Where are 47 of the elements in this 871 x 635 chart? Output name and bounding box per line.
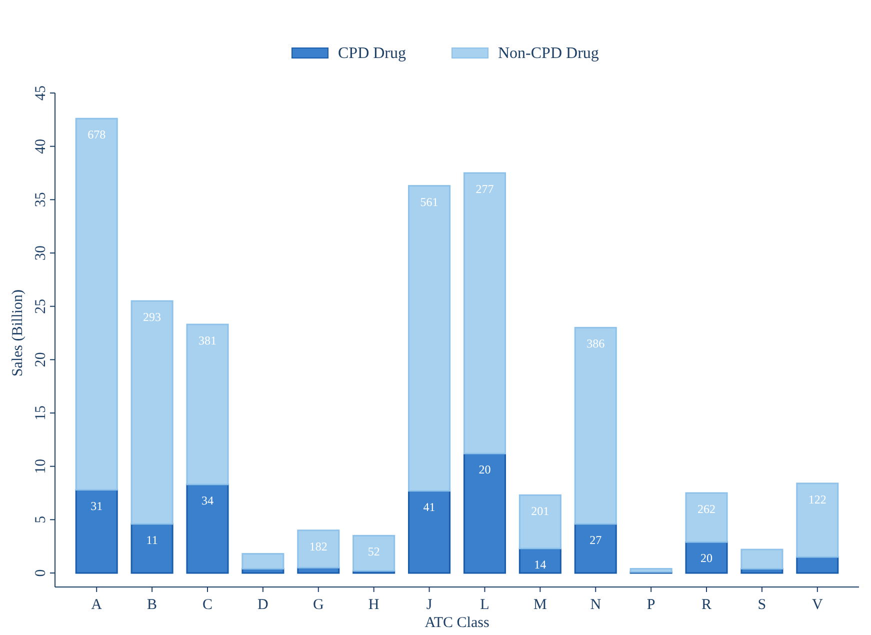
x-tick-label: A bbox=[91, 597, 102, 613]
annotation: 293 bbox=[143, 310, 162, 324]
x-tick-label: H bbox=[368, 597, 380, 613]
x-tick-label: G bbox=[312, 597, 324, 613]
annotation: 678 bbox=[88, 128, 106, 142]
annotation: 561 bbox=[420, 194, 438, 209]
x-tick-label: D bbox=[258, 597, 269, 613]
x-tick-label: L bbox=[480, 597, 490, 613]
x-axis-title: ATC Class bbox=[424, 615, 490, 631]
x-tick-label: S bbox=[758, 597, 766, 613]
x-tick-label: R bbox=[701, 597, 712, 613]
annotation: 277 bbox=[476, 182, 494, 196]
y-tick-label: 20 bbox=[33, 352, 49, 368]
y-tick-label: 40 bbox=[33, 138, 49, 154]
y-tick-label: 0 bbox=[33, 569, 49, 577]
annotation: 14 bbox=[534, 557, 546, 572]
y-tick-label: 45 bbox=[33, 86, 49, 100]
annotation: 11 bbox=[146, 532, 158, 547]
y-tick-label: 10 bbox=[33, 458, 49, 474]
y-tick-label: 15 bbox=[33, 406, 49, 420]
annotation: 20 bbox=[478, 462, 491, 477]
annotation: 201 bbox=[531, 504, 550, 518]
annotation: 122 bbox=[808, 492, 826, 506]
annotation: 27 bbox=[590, 532, 602, 547]
y-tick-label: 25 bbox=[33, 298, 49, 314]
annotation: 182 bbox=[309, 539, 328, 554]
annotation: 381 bbox=[198, 333, 216, 348]
annotation: 262 bbox=[698, 502, 716, 516]
y-tick-label: 5 bbox=[33, 516, 49, 524]
annotation: 52 bbox=[368, 544, 380, 559]
x-tick-label: V bbox=[812, 597, 823, 613]
annotation: 41 bbox=[423, 500, 436, 514]
legend-label: Non-CPD Drug bbox=[498, 45, 599, 62]
annotation: 34 bbox=[201, 493, 214, 508]
legend-label: CPD Drug bbox=[338, 45, 406, 62]
x-tick-label: C bbox=[202, 597, 213, 613]
x-tick-label: P bbox=[646, 597, 656, 613]
annotation: 31 bbox=[90, 498, 103, 513]
x-tick-label: J bbox=[426, 597, 432, 613]
annotation: 20 bbox=[700, 551, 713, 566]
y-tick-label: 30 bbox=[33, 246, 49, 260]
x-tick-label: N bbox=[590, 597, 602, 613]
y-tick-label: 35 bbox=[33, 192, 49, 208]
y-axis-title: Sales (Billion) bbox=[10, 289, 26, 377]
annotation: 386 bbox=[586, 336, 605, 351]
x-tick-label: M bbox=[533, 597, 547, 613]
x-tick-label: B bbox=[147, 597, 158, 613]
